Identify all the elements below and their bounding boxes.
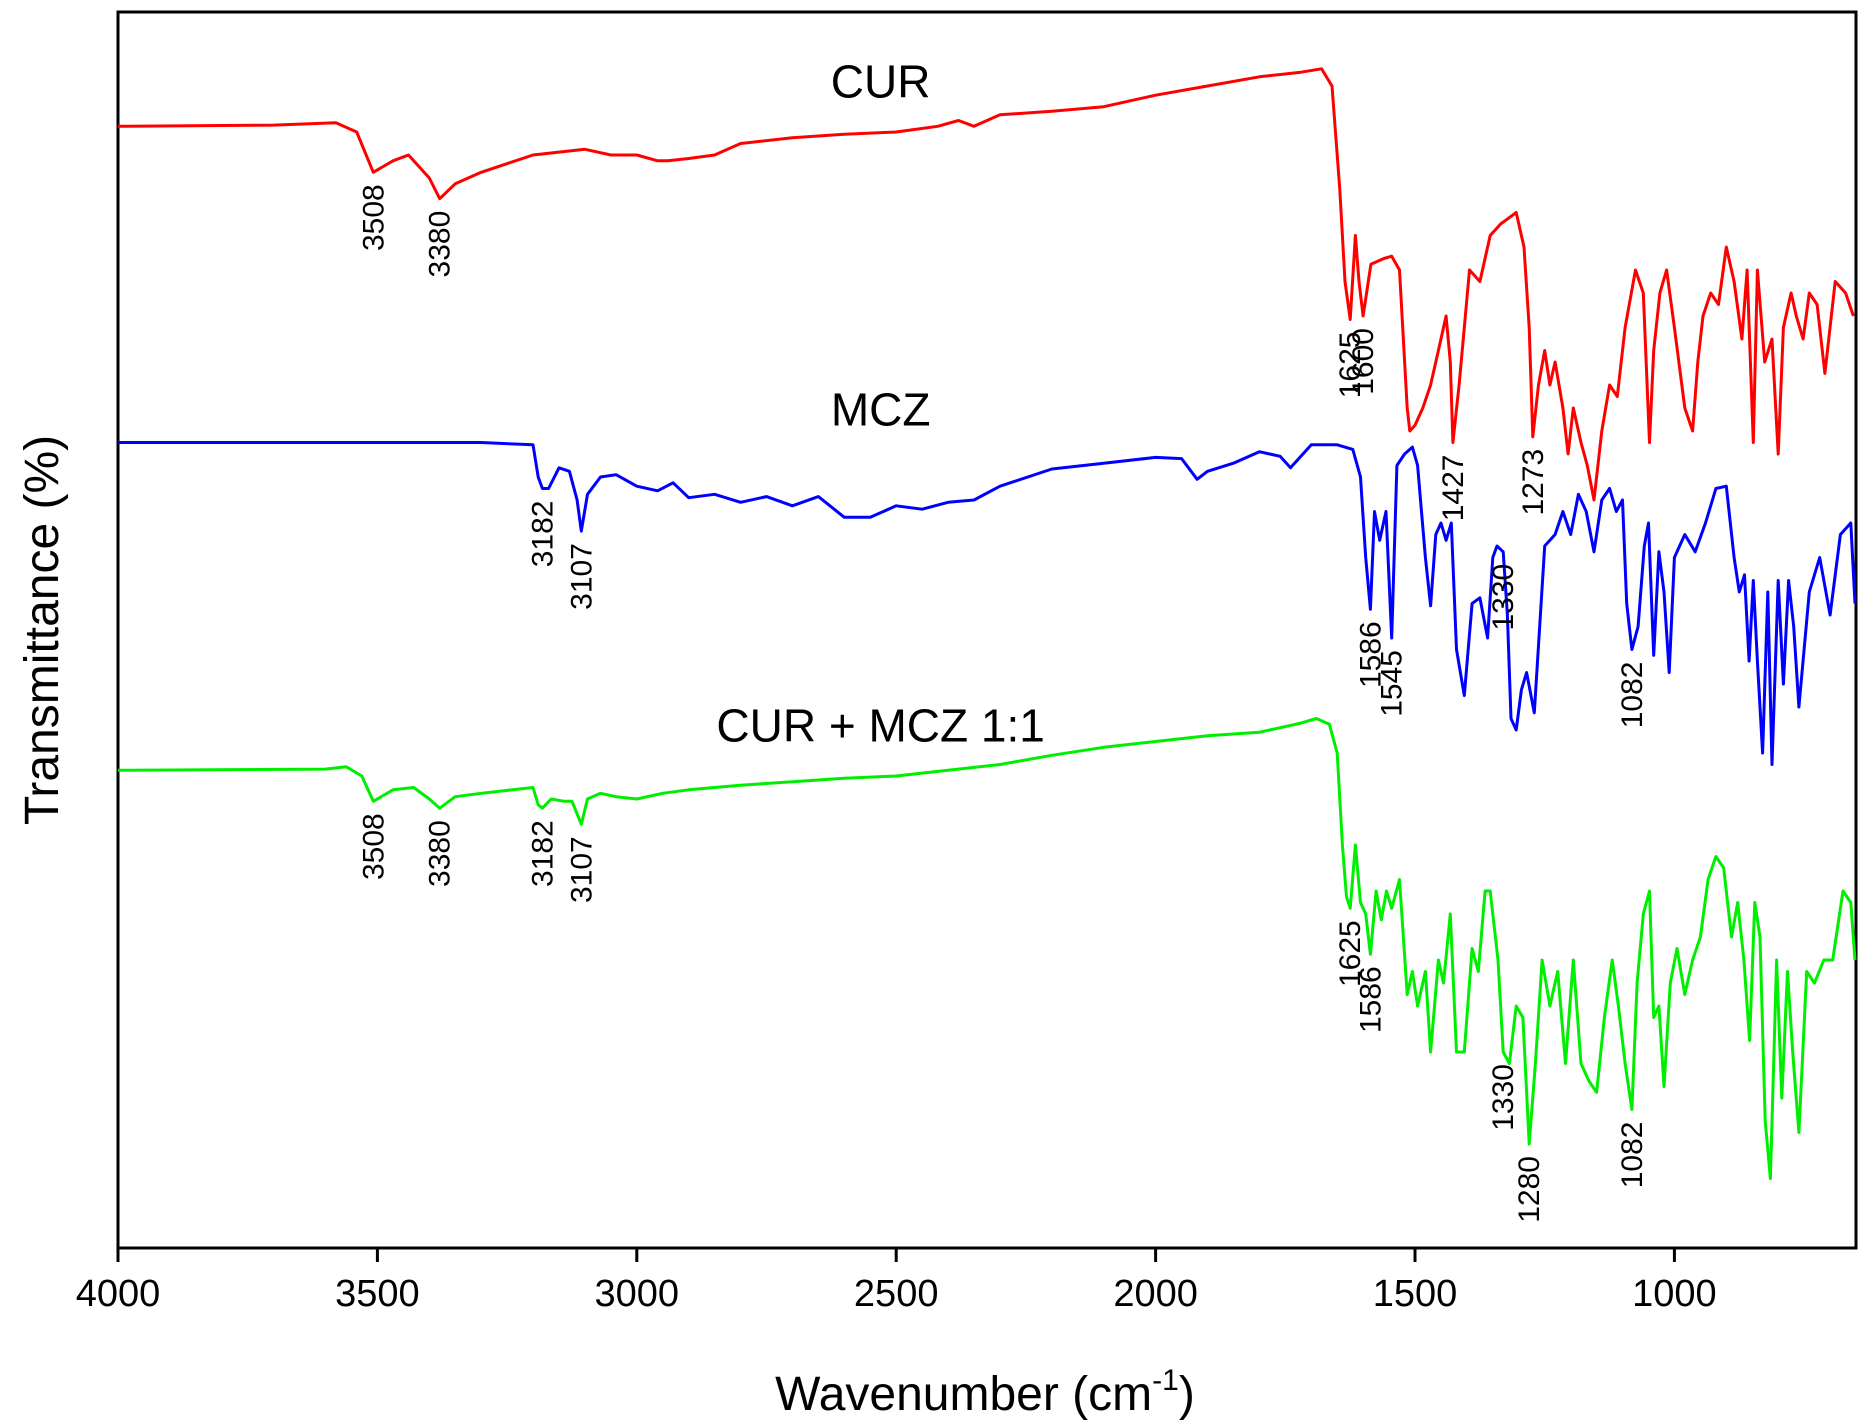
peak-label: 3107: [565, 543, 598, 610]
series-line-2: [117, 717, 1857, 1180]
peak-label: 3380: [424, 820, 457, 887]
series-label-1: MCZ: [831, 383, 931, 435]
plot-frame: [116, 10, 1858, 1250]
x-tick-label: 1500: [1373, 1273, 1458, 1315]
series-labels: CUR MCZ CUR + MCZ 1:1: [716, 56, 1044, 752]
x-axis-title: Wavenumber (cm-1): [775, 1364, 1195, 1421]
peak-label: 1625: [1334, 332, 1367, 399]
peak-label: 3107: [565, 836, 598, 903]
peak-label: 3508: [357, 184, 390, 251]
series-label-2: CUR + MCZ 1:1: [716, 700, 1044, 752]
peak-label: 1600: [1347, 328, 1380, 395]
x-tick-label: 3000: [595, 1273, 680, 1315]
peak-label: 1280: [1513, 1156, 1546, 1223]
x-axis-title-text: Wavenumber (cm: [775, 1368, 1152, 1421]
peak-label: 1586: [1354, 621, 1387, 688]
x-axis-title-superscript: -1: [1152, 1364, 1179, 1397]
peak-label: 1545: [1376, 650, 1409, 717]
peak-label: 3508: [357, 813, 390, 880]
peak-label: 3182: [526, 820, 559, 887]
peak-label: 3182: [526, 501, 559, 568]
y-axis-title: Transmittance (%): [16, 435, 69, 825]
x-axis-title-close: ): [1179, 1368, 1195, 1421]
x-tick-label: 4000: [76, 1273, 161, 1315]
series-label-0: CUR: [831, 56, 931, 108]
peak-label: 1625: [1334, 920, 1367, 987]
peak-label: 1082: [1616, 662, 1649, 729]
peak-label: 1330: [1487, 564, 1520, 631]
x-tick-label: 3500: [335, 1273, 420, 1315]
peak-label: 1273: [1517, 449, 1550, 516]
series-line-0: [117, 67, 1855, 502]
peak-label: 1082: [1616, 1122, 1649, 1189]
x-tick-label: 2500: [854, 1273, 939, 1315]
peak-label: 1330: [1487, 1064, 1520, 1131]
x-tick-label: 2000: [1113, 1273, 1198, 1315]
x-axis-ticks: 4000 3500 3000 2500 2000 1500 1000: [76, 1248, 1717, 1315]
peak-label: 3380: [424, 211, 457, 278]
peak-label: 1427: [1437, 455, 1470, 522]
peak-label: 1586: [1354, 966, 1387, 1033]
series-layer: [117, 67, 1857, 1180]
series-line-1: [118, 441, 1857, 766]
x-tick-label: 1000: [1632, 1273, 1717, 1315]
